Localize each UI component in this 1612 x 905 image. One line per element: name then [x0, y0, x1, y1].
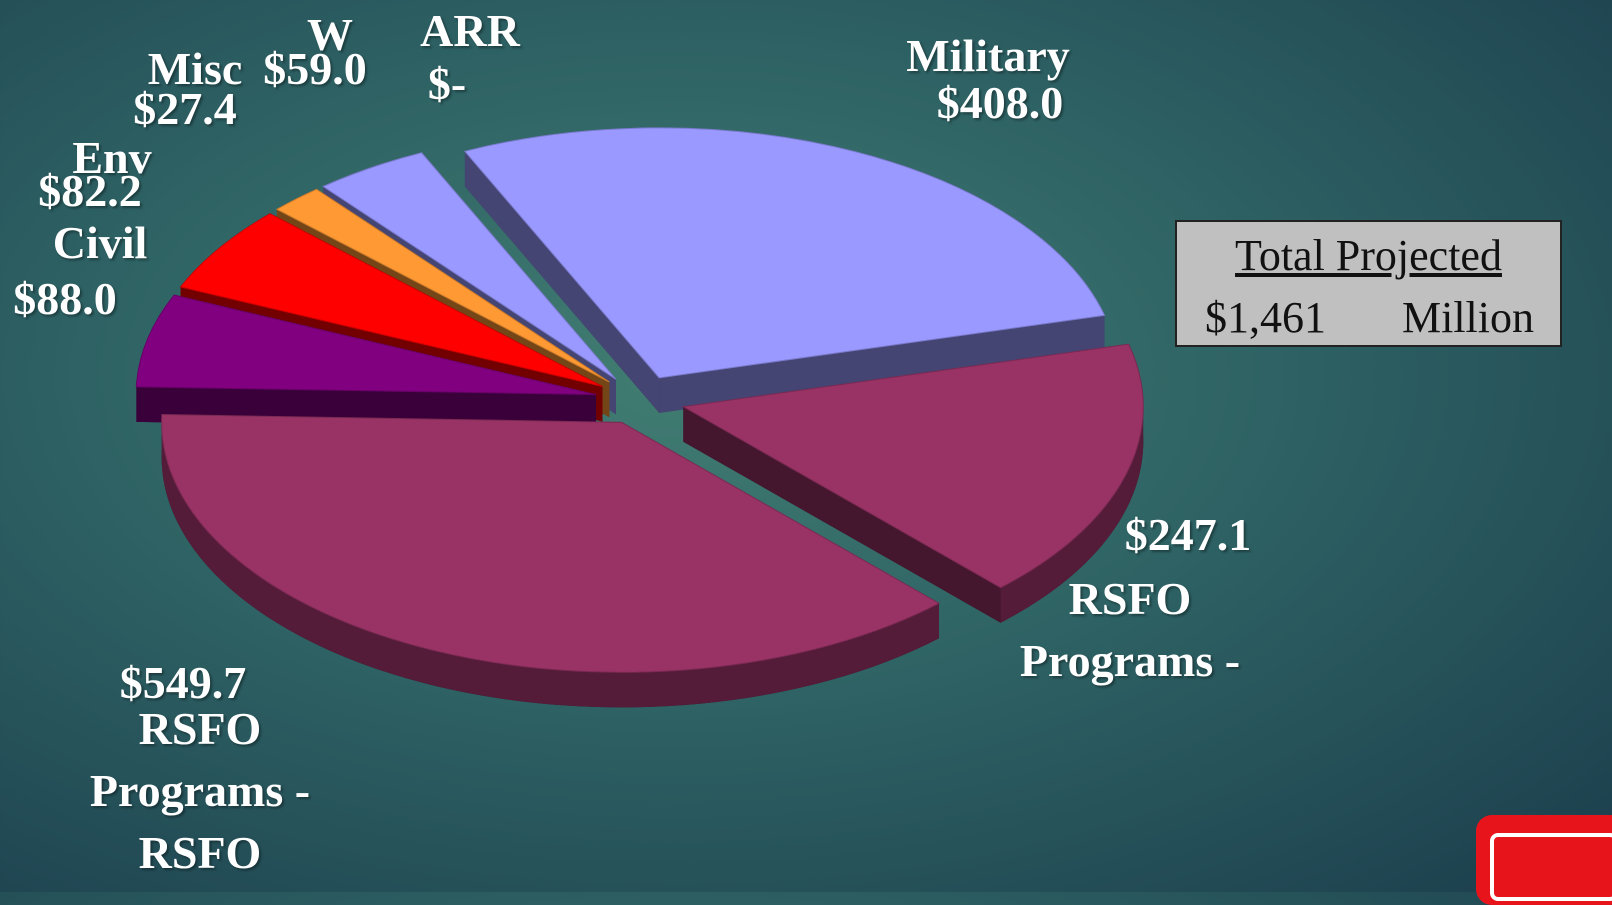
total-amount: $1,461 [1205, 293, 1326, 342]
value-label: $88.0 [13, 273, 117, 324]
slice-label: RSFO Programs - [1019, 573, 1241, 686]
slice-label: Civil [52, 217, 148, 268]
value-label: $82.2 [38, 165, 142, 216]
slice [135, 294, 597, 396]
value-label: $549.7 [119, 657, 247, 708]
slice-edge [659, 315, 1105, 413]
slice-side [1000, 406, 1144, 623]
slice [681, 343, 1144, 589]
slice [179, 213, 603, 387]
total-box: Total Projected $1,461 Million [1175, 220, 1562, 347]
slice [161, 414, 941, 673]
slice-label: Misc [147, 43, 243, 94]
value-label: $27.4 [133, 83, 237, 134]
slice-label: ARR [420, 5, 520, 56]
total-heading: Total Projected [1235, 231, 1502, 280]
slice-edge [464, 151, 660, 413]
slice [463, 127, 1106, 379]
total-unit: Million [1401, 293, 1534, 342]
slice [322, 152, 617, 380]
slice-label: Env [72, 132, 152, 183]
slice-label: W [307, 9, 353, 60]
value-label: $408.0 [936, 77, 1064, 128]
logo-frame [1490, 833, 1612, 901]
slice-label: RSFO Programs - RSFO [89, 703, 311, 878]
value-label: $59.0 [263, 43, 367, 94]
value-label: $- [427, 58, 467, 109]
slice [275, 188, 610, 383]
slice-label: Military [906, 30, 1070, 81]
value-label: $247.1 [1124, 509, 1252, 560]
slice-edge [683, 406, 1001, 623]
slice-side [161, 422, 939, 708]
